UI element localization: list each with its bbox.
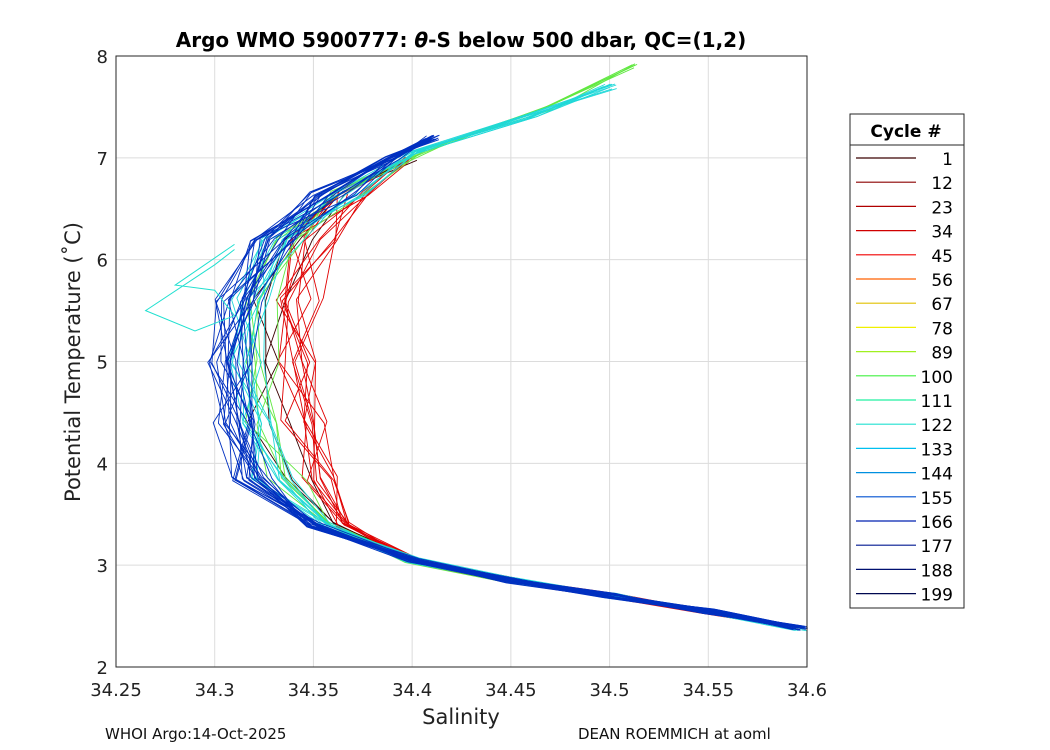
plot-frame	[115, 55, 808, 668]
legend-label: 100	[921, 368, 953, 388]
legend-label: 45	[931, 247, 953, 267]
legend-label: 1	[942, 150, 953, 170]
legend-label: 56	[931, 271, 953, 291]
x-tick-label: 34.5	[590, 680, 630, 701]
legend-label: 89	[931, 344, 953, 364]
legend-label: 78	[931, 319, 953, 339]
x-tick-label: 34.6	[787, 680, 827, 701]
y-tick-label: 4	[97, 454, 108, 475]
legend-label: 144	[921, 465, 953, 485]
legend: Cycle # 1 12 23 34 45 56 67 78 89 100 111 122 133 144…	[849, 113, 965, 609]
y-tick-labels: 2 3 4 5 6 7 8	[97, 47, 108, 679]
legend-label: 34	[931, 223, 953, 243]
profile-line	[207, 139, 796, 630]
y-axis-label: Potential Temperature (˚C)	[61, 222, 85, 502]
profile-line	[236, 138, 801, 631]
y-tick-label: 8	[97, 47, 108, 68]
y-tick-label: 7	[97, 149, 108, 170]
legend-label: 199	[921, 586, 953, 606]
x-tick-labels: 34.25 34.3 34.35 34.4 34.45 34.5 34.55 34.6	[90, 680, 827, 701]
x-tick-label: 34.35	[288, 680, 340, 701]
legend-box	[849, 113, 965, 609]
legend-label: 133	[921, 440, 953, 460]
legend-label: 188	[921, 561, 953, 581]
outlier-profile-line	[144, 243, 236, 332]
x-tick-label: 34.3	[195, 680, 235, 701]
footer-right: DEAN ROEMMICH at aoml	[578, 725, 771, 743]
legend-title: Cycle #	[870, 122, 941, 142]
profile-line	[224, 134, 798, 627]
y-tick-label: 6	[97, 251, 108, 272]
profile-line	[251, 138, 801, 628]
profile-line	[240, 135, 801, 631]
x-tick-label: 34.4	[392, 680, 432, 701]
x-axis-label: Salinity	[422, 705, 500, 729]
x-tick-label: 34.45	[485, 680, 537, 701]
legend-label: 12	[931, 174, 953, 194]
legend-label: 155	[921, 489, 953, 509]
legend-entries: 1 12 23 34 45 56 67 78 89 100 111 122 133 144 155 166 17…	[856, 150, 953, 606]
y-tick-label: 3	[97, 556, 108, 577]
legend-label: 177	[921, 537, 953, 557]
x-tick-label: 34.55	[683, 680, 735, 701]
series-layer	[144, 63, 808, 632]
chart-title: Argo WMO 5900777: θ-S below 500 dbar, QC…	[176, 28, 746, 52]
legend-label: 166	[921, 513, 953, 533]
footer-left: WHOI Argo:14-Oct-2025	[105, 725, 287, 743]
legend-label: 23	[931, 198, 953, 218]
legend-label: 67	[931, 295, 953, 315]
legend-label: 122	[921, 416, 953, 436]
y-tick-label: 2	[97, 658, 108, 679]
x-tick-label: 34.25	[90, 680, 142, 701]
y-tick-label: 5	[97, 353, 108, 374]
legend-label: 111	[921, 392, 953, 412]
